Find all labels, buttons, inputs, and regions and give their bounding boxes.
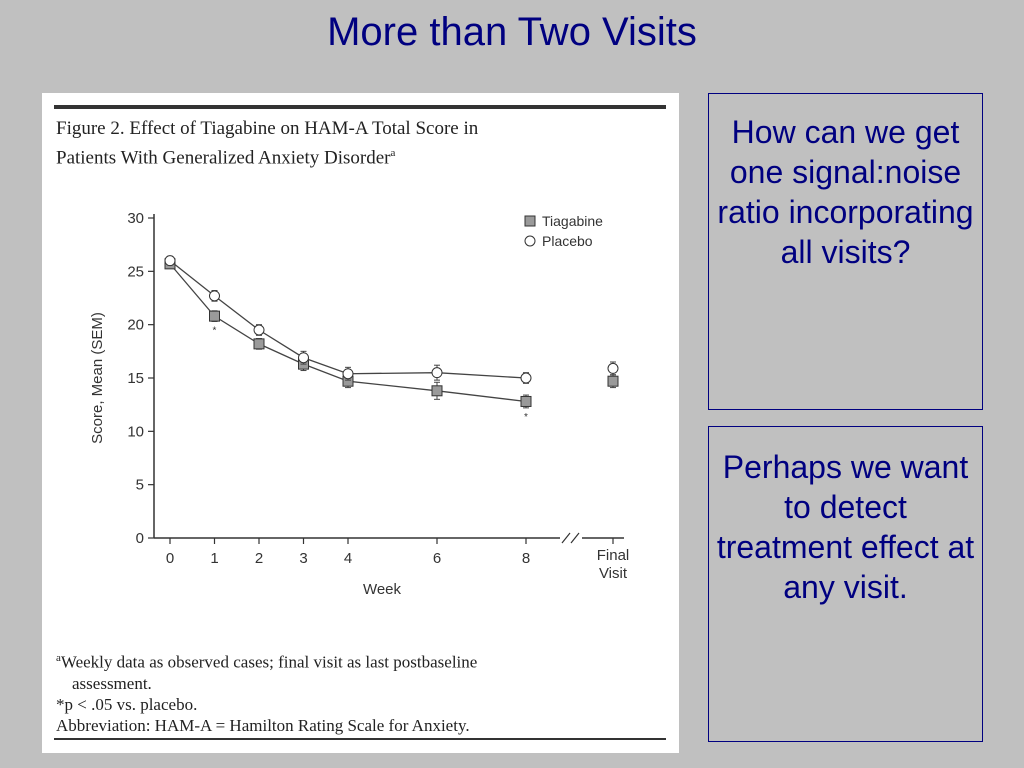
question-text: How can we get one signal:noise ratio in…	[717, 114, 974, 270]
x-tick-label: 1	[210, 550, 218, 567]
axis-break-mark	[570, 532, 580, 544]
series-line-placebo	[169, 260, 527, 379]
legend-swatch-placebo	[524, 235, 536, 247]
significance-marker: *	[524, 412, 528, 423]
final-visit-label: Visit	[599, 565, 628, 582]
significance-marker: *	[213, 325, 217, 336]
top-rule	[54, 105, 666, 109]
point-placebo	[298, 352, 309, 364]
point-placebo	[253, 324, 265, 336]
point-tiagabine	[253, 338, 265, 350]
y-tick-label: 30	[127, 210, 144, 227]
footnote-2: *p < .05 vs. placebo.	[56, 694, 198, 714]
legend-label-tiagabine: Tiagabine	[542, 213, 603, 229]
caption-line-1: Figure 2. Effect of Tiagabine on HAM-A T…	[56, 118, 479, 139]
y-tick-label: 25	[127, 263, 144, 280]
question-textbox: How can we get one signal:noise ratio in…	[708, 93, 983, 410]
y-tick-label: 20	[127, 317, 144, 334]
point-placebo	[209, 290, 220, 302]
legend-swatch-tiagabine	[524, 215, 536, 227]
point-placebo	[607, 362, 619, 374]
slide-title: More than Two Visits	[327, 10, 697, 54]
footnote-1: aWeekly data as observed cases; final vi…	[56, 648, 656, 673]
point-placebo	[164, 255, 176, 267]
x-tick-label: 2	[255, 550, 263, 567]
final-visit-label: Final	[597, 547, 630, 564]
point-placebo	[342, 368, 354, 380]
point-tiagabine	[520, 395, 532, 407]
x-tick-label: 8	[522, 550, 530, 567]
answer-textbox: Perhaps we want to detect treatment effe…	[708, 426, 983, 742]
footnote-1-line-2: assessment.	[72, 673, 152, 693]
figure-panel: Figure 2. Effect of Tiagabine on HAM-A T…	[42, 93, 679, 753]
y-tick-label: 0	[136, 530, 144, 547]
footnote-1-superscript: a	[56, 652, 61, 664]
x-tick-label: 6	[433, 550, 441, 567]
y-tick-label: 15	[127, 370, 144, 387]
legend-label-placebo: Placebo	[542, 233, 593, 249]
figure-caption: Figure 2. Effect of Tiagabine on HAM-A T…	[56, 117, 656, 170]
figure-footnotes: aWeekly data as observed cases; final vi…	[56, 648, 656, 736]
answer-text: Perhaps we want to detect treatment effe…	[716, 449, 975, 605]
bottom-rule	[54, 738, 666, 740]
y-axis-title: Score, Mean (SEM)	[89, 312, 106, 444]
footnote-1-line-1: Weekly data as observed cases; final vis…	[60, 652, 478, 672]
y-tick-label: 5	[136, 477, 144, 494]
axis-break-mark	[561, 532, 571, 544]
point-placebo	[520, 372, 532, 384]
x-tick-label: 3	[299, 550, 307, 567]
point-tiagabine	[431, 385, 443, 397]
point-placebo	[431, 367, 443, 379]
x-axis-title: Week	[363, 581, 402, 598]
caption-superscript: a	[390, 147, 396, 159]
x-tick-label: 0	[166, 550, 174, 567]
y-tick-label: 10	[127, 423, 144, 440]
point-tiagabine	[607, 375, 619, 387]
x-tick-label: 4	[344, 550, 352, 567]
footnote-3: Abbreviation: HAM-A = Hamilton Rating Sc…	[56, 715, 470, 735]
caption-line-2: Patients With Generalized Anxiety Disord…	[56, 147, 391, 169]
point-tiagabine	[209, 310, 220, 322]
